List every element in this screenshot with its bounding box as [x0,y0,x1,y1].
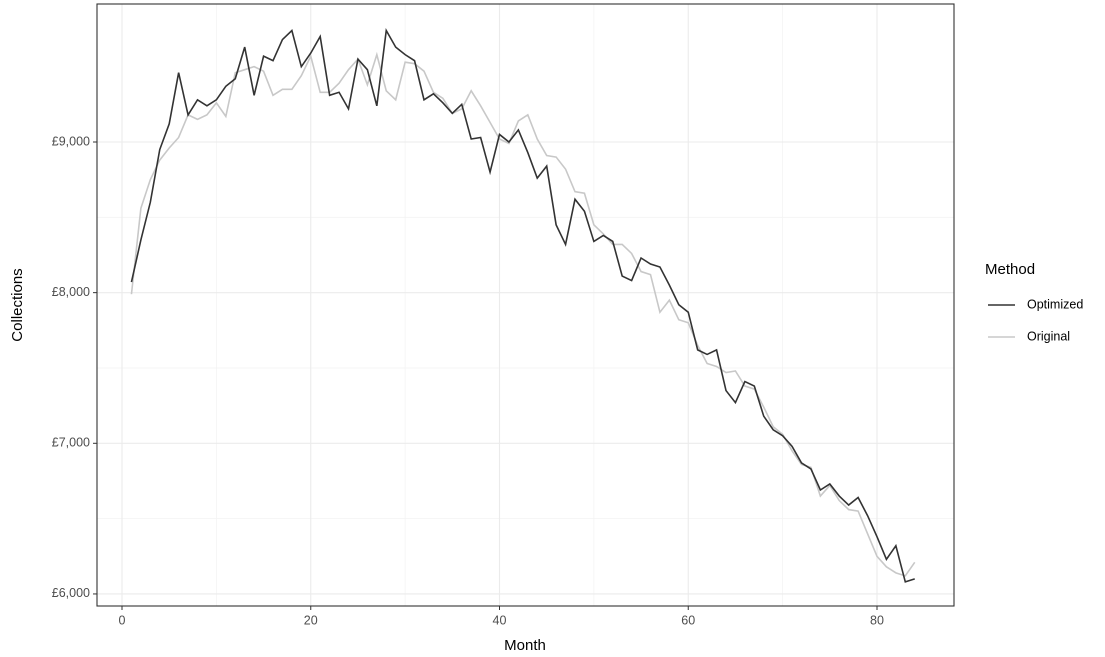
y-tick-label: £9,000 [52,134,90,148]
legend-label: Original [1027,329,1070,343]
legend-label: Optimized [1027,297,1083,311]
legend-title: Method [985,261,1035,278]
x-tick-label: 20 [304,613,318,627]
y-tick-label: £6,000 [52,586,90,600]
x-axis-title: Month [504,637,546,654]
panel-border [96,3,955,607]
x-tick-label: 80 [870,613,884,627]
y-tick-label: £7,000 [52,436,90,450]
x-tick-label: 40 [493,613,507,627]
line-series [130,28,915,583]
y-tick-label: £8,000 [52,285,90,299]
x-tick-label: 0 [119,613,126,627]
x-tick-label: 60 [681,613,695,627]
line-series [130,51,916,577]
y-axis-title: Collections [9,268,26,341]
